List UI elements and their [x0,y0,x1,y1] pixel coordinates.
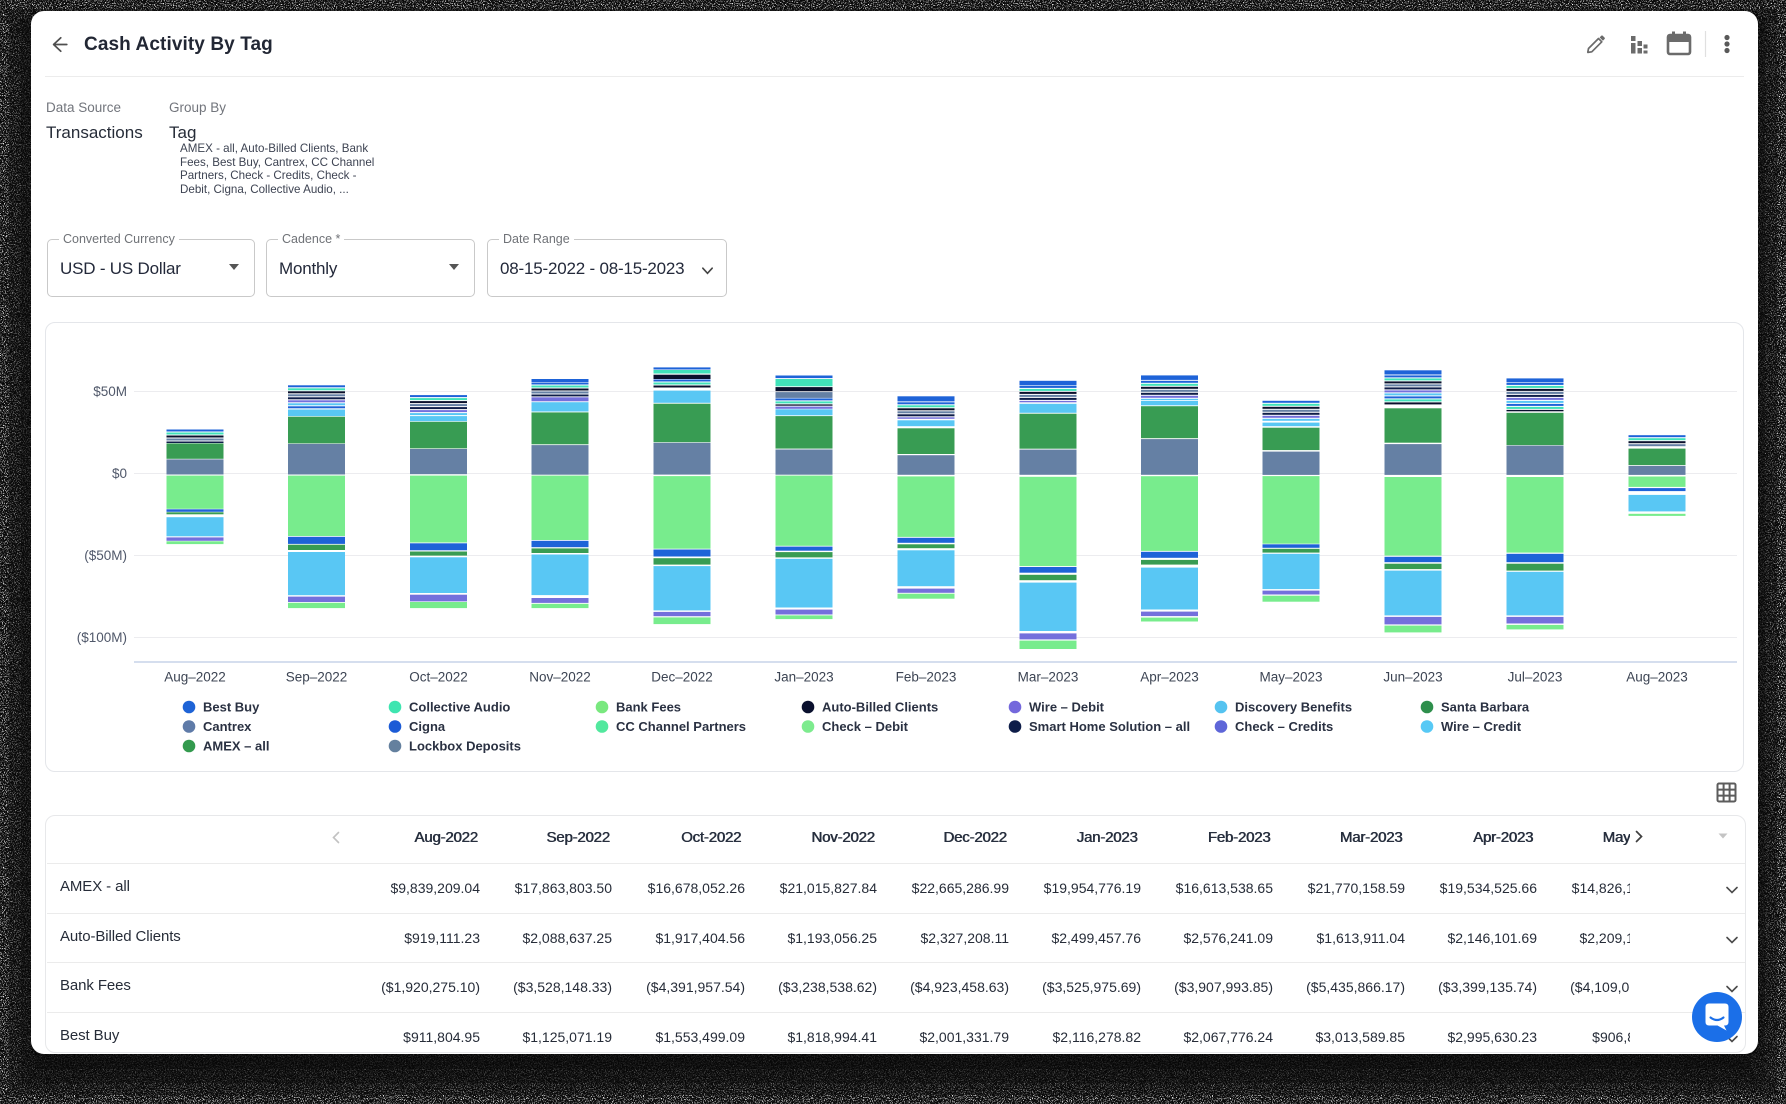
svg-text:Santa Barbara: Santa Barbara [1441,700,1530,715]
svg-text:Aug–2022: Aug–2022 [164,670,226,685]
svg-text:Best Buy: Best Buy [203,700,260,715]
svg-text:CC Channel Partners: CC Channel Partners [616,719,746,734]
svg-text:Lockbox Deposits: Lockbox Deposits [409,739,521,754]
svg-text:Cigna: Cigna [409,719,446,734]
svg-text:Discovery Benefits: Discovery Benefits [1235,700,1352,715]
svg-text:May–2023: May–2023 [1259,670,1322,685]
svg-text:($100M): ($100M) [77,630,127,645]
svg-text:Apr–2023: Apr–2023 [1140,670,1199,685]
svg-text:Mar–2023: Mar–2023 [1018,670,1079,685]
svg-text:AMEX – all: AMEX – all [203,739,269,754]
svg-text:Wire – Credit: Wire – Credit [1441,719,1522,734]
svg-text:Jan–2023: Jan–2023 [774,670,833,685]
svg-text:Bank Fees: Bank Fees [616,700,681,715]
svg-text:Check – Credits: Check – Credits [1235,719,1333,734]
svg-text:Oct–2022: Oct–2022 [409,670,468,685]
svg-text:Wire – Debit: Wire – Debit [1029,700,1105,715]
svg-text:Feb–2023: Feb–2023 [896,670,957,685]
svg-text:Jun–2023: Jun–2023 [1383,670,1442,685]
svg-text:Nov–2022: Nov–2022 [529,670,591,685]
svg-text:Aug–2023: Aug–2023 [1626,670,1688,685]
svg-text:Smart Home Solution – all: Smart Home Solution – all [1029,719,1190,734]
svg-text:$0: $0 [112,466,127,481]
svg-text:Cantrex: Cantrex [203,719,252,734]
svg-text:($50M): ($50M) [84,548,127,563]
svg-text:Auto-Billed Clients: Auto-Billed Clients [822,700,938,715]
svg-text:Check – Debit: Check – Debit [822,719,909,734]
svg-text:Dec–2022: Dec–2022 [651,670,713,685]
svg-text:$50M: $50M [93,384,127,399]
svg-text:Collective Audio: Collective Audio [409,700,510,715]
svg-text:Sep–2022: Sep–2022 [286,670,348,685]
svg-text:Jul–2023: Jul–2023 [1508,670,1563,685]
